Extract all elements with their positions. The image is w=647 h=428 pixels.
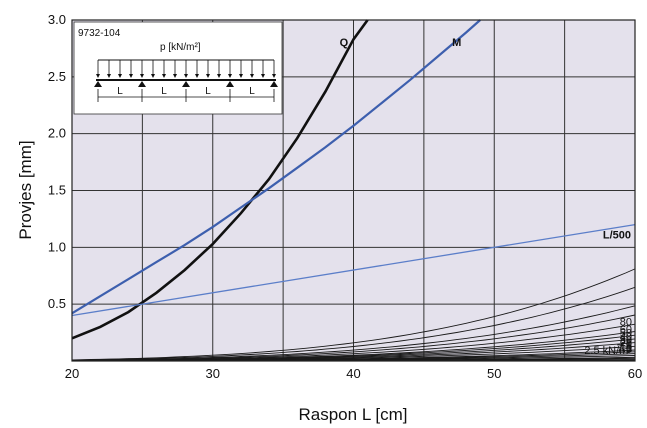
load-curve-label: 20 [620, 339, 632, 351]
y-tick-label: 0.5 [48, 296, 66, 311]
load-curve-label: 25 [620, 337, 632, 349]
limit-curve-l-500 [71, 223, 636, 317]
load-arrow-head [173, 74, 177, 78]
span-label: L [249, 86, 255, 97]
beam-support [138, 81, 146, 87]
span-label: L [205, 86, 211, 97]
x-axis-title: Raspon L [cm] [299, 405, 408, 424]
load-curve-label: 5 [626, 344, 632, 356]
load-curve-label: 10 [620, 342, 632, 354]
beam-support [226, 81, 234, 87]
load-arrow-head [239, 74, 243, 78]
span-label: L [161, 86, 167, 97]
limit-curve-label: M [452, 37, 461, 49]
y-tick-label: 1.0 [48, 239, 66, 254]
y-axis-title: Provjes [mm] [16, 140, 35, 239]
load-curve [71, 286, 636, 361]
axes: 20 30 40 50 600.51.01.52.02.53.0 [48, 12, 642, 381]
beam-support [94, 81, 102, 87]
load-arrow-head [184, 74, 188, 78]
load-arrow-head [228, 74, 232, 78]
load-arrow-head [217, 74, 221, 78]
limit-curve-label: Q [340, 37, 349, 49]
load-arrow-head [129, 74, 133, 78]
load-label: p [kN/m²] [160, 42, 201, 53]
y-tick-label: 1.5 [48, 183, 66, 198]
limit-curve-label: L/500 [603, 230, 631, 242]
load-arrow-head [206, 74, 210, 78]
x-tick-label: 60 [628, 366, 642, 381]
span-label: L [117, 86, 123, 97]
load-curve-label: 7.5 [617, 343, 632, 355]
load-curve-label: 15 [620, 340, 632, 352]
load-arrow-head [140, 74, 144, 78]
x-tick-label: 20 [65, 366, 79, 381]
load-arrow-head [250, 74, 254, 78]
limit-curves [71, 19, 636, 340]
x-tick-label: 50 [487, 366, 501, 381]
limit-curve-m [71, 19, 481, 315]
loading-scheme-inset: 9732-104 p [kN/m²] L L L L [73, 21, 283, 115]
load-curve-label: 40 [620, 331, 632, 343]
load-arrow-head [261, 74, 265, 78]
load-arrow-head [162, 74, 166, 78]
load-curve-label: 2.5 kN/m² [584, 345, 632, 357]
load-curve-label: 50 [620, 328, 632, 340]
load-arrow-head [151, 74, 155, 78]
load-curve-label: 80 [620, 317, 632, 329]
load-curve-label: 60 [620, 324, 632, 336]
load-curve [71, 268, 636, 361]
limit-curve-q [71, 19, 369, 340]
x-tick-label: 40 [346, 366, 360, 381]
load-arrow-head [96, 74, 100, 78]
y-tick-label: 3.0 [48, 12, 66, 27]
load-curve-label: 30 [620, 335, 632, 347]
beam-support [182, 81, 190, 87]
load-arrow-head [195, 74, 199, 78]
beam-support [270, 81, 278, 87]
plot-frame [71, 19, 636, 362]
grid-lines [72, 20, 635, 361]
load-arrow-head [107, 74, 111, 78]
load-arrow-head [118, 74, 122, 78]
chart-code: 9732-104 [78, 28, 121, 39]
load-arrow-head [272, 74, 276, 78]
y-tick-label: 2.0 [48, 126, 66, 141]
load-curve [71, 305, 636, 361]
x-tick-label: 30 [206, 366, 220, 381]
y-tick-label: 2.5 [48, 69, 66, 84]
